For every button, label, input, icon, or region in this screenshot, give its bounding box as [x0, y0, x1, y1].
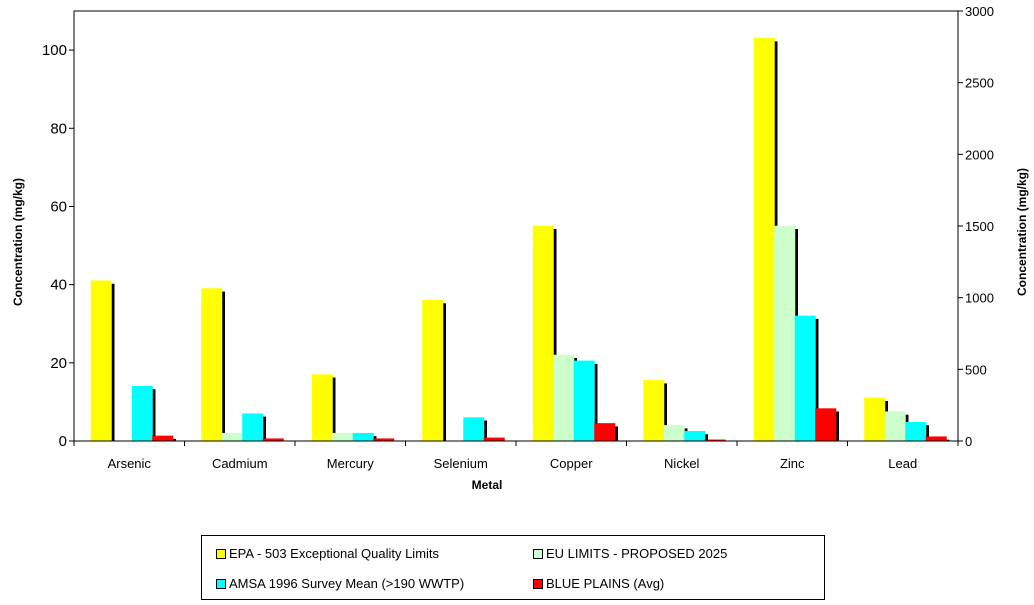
y-tick-label: 0: [59, 433, 67, 450]
bar-cadmium-series-1: [201, 288, 223, 442]
x-tick-label: Copper: [550, 456, 593, 471]
legend-item-blue-plains: BLUE PLAINS (Avg): [533, 576, 664, 591]
bars-group: [90, 38, 950, 442]
legend-label-eu: EU LIMITS - PROPOSED 2025: [546, 546, 728, 561]
y2-tick-label: 2000: [965, 147, 994, 162]
bar-copper-series-4: [594, 423, 616, 442]
bar-zinc-series-1: [753, 38, 775, 442]
bar-copper-series-1: [532, 225, 554, 442]
bar-selenium-series-1: [422, 300, 444, 442]
legend-label-amsa: AMSA 1996 Survey Mean (>190 WWTP): [229, 576, 465, 591]
bar-cadmium-series-3: [242, 413, 264, 442]
bar-mercury-series-1: [311, 374, 333, 442]
bar-lead-series-4: [925, 436, 947, 442]
legend-swatch-epa: [216, 548, 226, 559]
x-tick-label: Selenium: [434, 456, 488, 471]
bar-arsenic-series-1: [90, 280, 112, 442]
bar-zinc-series-4: [815, 408, 837, 442]
bar-nickel-series-1: [643, 380, 665, 442]
x-tick-label: Nickel: [664, 456, 700, 471]
x-tick-label: Arsenic: [108, 456, 152, 471]
legend-swatch-blue-plains: [533, 578, 543, 589]
bar-nickel-series-2: [663, 425, 685, 442]
y-tick-label: 80: [50, 120, 67, 137]
chart: 020406080100050010001500200025003000Arse…: [11, 4, 1029, 492]
bar-copper-series-2: [553, 354, 575, 442]
x-tick-label: Zinc: [780, 456, 805, 471]
y2-tick-label: 0: [965, 434, 972, 449]
y-axis-title-left: Concentration (mg/kg): [11, 178, 25, 306]
legend-item-eu: EU LIMITS - PROPOSED 2025: [533, 546, 727, 561]
legend-item-epa: EPA - 503 Exceptional Quality Limits: [216, 546, 439, 561]
y-tick-label: 40: [50, 277, 67, 294]
bar-cadmium-series-2: [221, 432, 243, 442]
y2-tick-label: 2500: [965, 76, 994, 91]
bar-mercury-series-3: [352, 432, 374, 442]
legend-swatch-eu: [533, 548, 543, 559]
x-tick-label: Lead: [888, 456, 917, 471]
legend-swatch-amsa: [216, 578, 226, 589]
x-axis-title: Metal: [472, 478, 503, 492]
bar-zinc-series-2: [774, 225, 796, 442]
legend-label-blue-plains: BLUE PLAINS (Avg): [546, 576, 665, 591]
bar-selenium-series-3: [463, 417, 485, 442]
bar-lead-series-2: [884, 411, 906, 442]
y2-tick-label: 3000: [965, 4, 994, 19]
bar-mercury-series-2: [332, 432, 354, 442]
y2-tick-label: 500: [965, 362, 987, 377]
axes-group: 020406080100050010001500200025003000Arse…: [42, 4, 994, 471]
bar-arsenic-series-4: [152, 435, 174, 442]
bar-nickel-series-3: [684, 430, 706, 442]
legend: EPA - 503 Exceptional Quality Limits EU …: [201, 535, 825, 600]
x-tick-label: Mercury: [327, 456, 374, 471]
bar-copper-series-3: [573, 360, 595, 442]
y2-tick-label: 1000: [965, 291, 994, 306]
legend-item-amsa: AMSA 1996 Survey Mean (>190 WWTP): [216, 576, 464, 591]
y-tick-label: 60: [50, 198, 67, 215]
y2-tick-label: 1500: [965, 219, 994, 234]
bar-arsenic-series-3: [131, 386, 153, 442]
x-tick-label: Cadmium: [212, 456, 268, 471]
legend-label-epa: EPA - 503 Exceptional Quality Limits: [229, 546, 440, 561]
bar-zinc-series-3: [794, 315, 816, 442]
y-tick-label: 20: [50, 355, 67, 372]
y-axis-title-right: Concentration (mg/kg): [1015, 168, 1029, 296]
bar-lead-series-3: [905, 421, 927, 442]
y-tick-label: 100: [42, 42, 67, 59]
bar-lead-series-1: [864, 397, 886, 442]
